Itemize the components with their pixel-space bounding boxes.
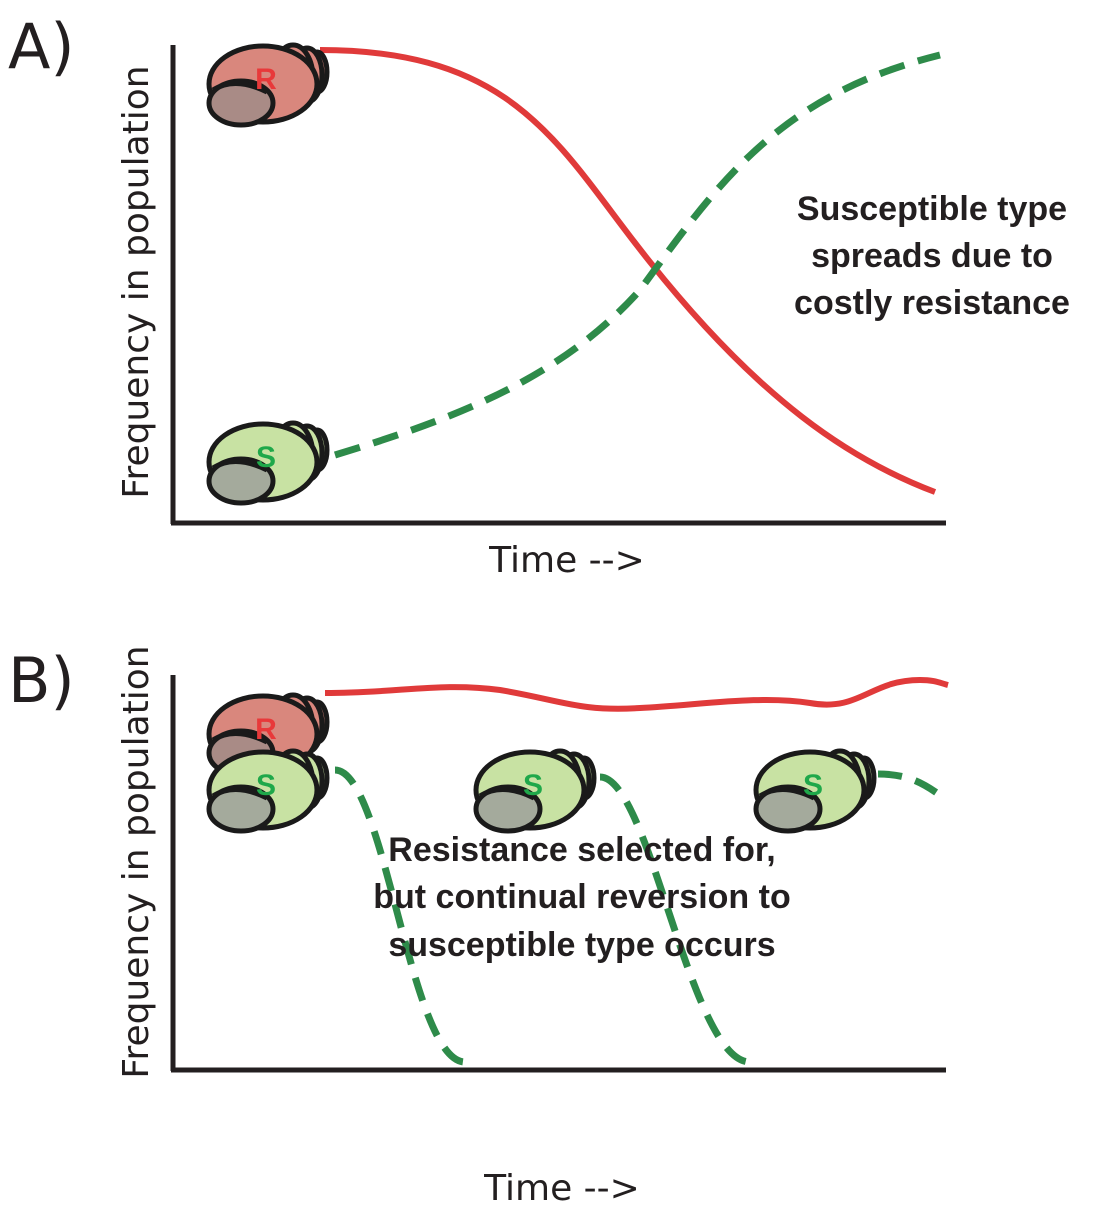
resistant-curve xyxy=(319,47,937,495)
susceptible-curve xyxy=(333,51,941,459)
snail-label: S xyxy=(256,769,276,802)
snail-label: S xyxy=(803,769,823,802)
panel-a: A) Frequency in population Time --> Susc… xyxy=(8,10,1070,581)
panel-label: B) xyxy=(8,644,75,717)
annotation-line: costly resistance xyxy=(794,284,1070,322)
annotation-line: but continual reversion to xyxy=(373,878,790,916)
panel-label: A) xyxy=(8,10,75,83)
annotation-line: Susceptible type xyxy=(797,190,1067,228)
y-axis-label: Frequency in population xyxy=(116,645,157,1078)
annotation-line: spreads due to xyxy=(811,237,1053,275)
x-axis-label: Time --> xyxy=(483,1168,640,1207)
snail-label: S xyxy=(256,441,276,474)
annotation: Susceptible type spreads due to costly r… xyxy=(794,190,1070,322)
snail-label: R xyxy=(255,713,277,746)
snail-label: R xyxy=(255,63,277,96)
panel-b: B) Frequency in population Time --> Resi… xyxy=(8,644,949,1207)
y-axis-label: Frequency in population xyxy=(116,65,157,498)
annotation: Resistance selected for, but continual r… xyxy=(373,831,790,964)
x-axis-label: Time --> xyxy=(488,540,645,581)
resistant-curve xyxy=(324,676,949,712)
annotation-line: Resistance selected for, xyxy=(388,831,775,869)
snail-label: S xyxy=(523,769,543,802)
susceptible-curve xyxy=(334,766,942,1066)
annotation-line: susceptible type occurs xyxy=(388,926,775,964)
